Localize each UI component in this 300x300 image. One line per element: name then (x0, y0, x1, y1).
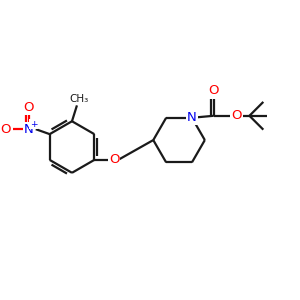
Text: O: O (0, 123, 10, 136)
Text: O: O (24, 101, 34, 114)
Text: N: N (187, 111, 197, 124)
Text: N: N (24, 123, 34, 136)
Text: O: O (109, 153, 119, 167)
Text: +: + (30, 120, 38, 129)
Text: O: O (231, 109, 242, 122)
Text: CH₃: CH₃ (69, 94, 88, 104)
Text: O: O (208, 85, 219, 98)
